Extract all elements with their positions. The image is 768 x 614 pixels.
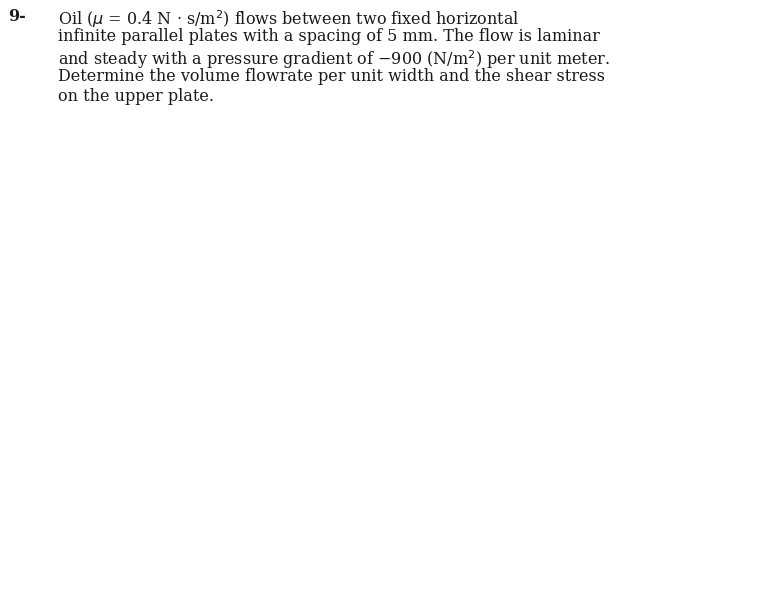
- Text: infinite parallel plates with a spacing of 5 mm. The flow is laminar: infinite parallel plates with a spacing …: [58, 28, 600, 45]
- Text: 9-: 9-: [8, 8, 26, 25]
- Text: Determine the volume flowrate per unit width and the shear stress: Determine the volume flowrate per unit w…: [58, 68, 605, 85]
- Text: and steady with a pressure gradient of $-$900 (N/m$^2$) per unit meter.: and steady with a pressure gradient of $…: [58, 48, 610, 71]
- Text: Oil ($\mu$ = 0.4 N $\cdot$ s/m$^2$) flows between two fixed horizontal: Oil ($\mu$ = 0.4 N $\cdot$ s/m$^2$) flow…: [58, 8, 519, 29]
- Text: on the upper plate.: on the upper plate.: [58, 88, 214, 105]
